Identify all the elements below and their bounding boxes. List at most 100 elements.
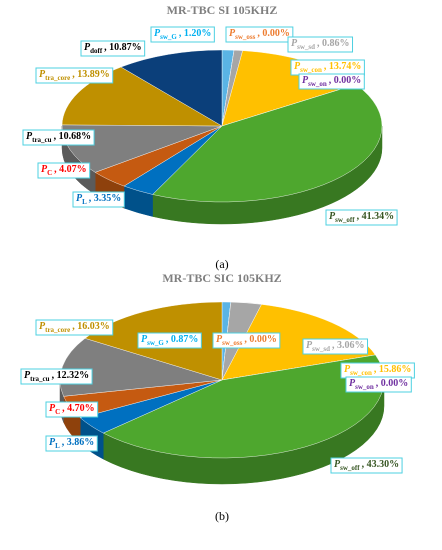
slice-label-text: Pdoff, 10.87% <box>84 42 142 55</box>
pie-slice <box>61 124 223 173</box>
label-subscript: sw_oss <box>235 33 256 41</box>
slice-label-text: Ptra_cu, 10.68% <box>26 131 91 144</box>
slice-label-text: PL, 3.86% <box>49 437 94 450</box>
label-subscript: doff <box>90 47 103 55</box>
slice-label-text: Psw_off, 41.34% <box>329 211 394 224</box>
label-box <box>302 338 369 355</box>
label-box <box>345 376 412 393</box>
label-box <box>225 26 294 43</box>
label-subscript: sw_con <box>300 66 322 74</box>
slice-label-text: Ptra_core, 13.89% <box>39 69 110 82</box>
label-box <box>45 401 99 418</box>
label-symbol: P <box>216 334 223 345</box>
label-subscript: sw_G <box>147 339 164 347</box>
label-symbol: P <box>229 28 236 39</box>
slice-label-text: PC, 4.70% <box>49 403 95 416</box>
label-symbol: P <box>141 334 148 345</box>
slice-label: Pdoff, 10.87% <box>80 40 146 57</box>
slice-label-text: Ptra_cu, 12.32% <box>24 370 89 383</box>
label-box <box>150 26 215 43</box>
value-label: , 13.74% <box>324 61 362 72</box>
label-subscript: tra_core <box>45 326 70 334</box>
label-symbol: P <box>49 403 56 414</box>
slice-label: Psw_G, 1.20% <box>150 26 215 43</box>
label-box <box>72 191 125 208</box>
label-symbol: P <box>39 321 46 332</box>
slice-label: PC, 4.70% <box>45 401 99 418</box>
label-subscript: sw_on <box>308 80 327 88</box>
chart-title: MR-TBC SIC 105KHZ <box>162 271 281 285</box>
value-label: , 0.00% <box>376 378 409 389</box>
caption: (a) <box>215 257 228 271</box>
slice-label-text: Psw_oss, 0.00% <box>216 334 277 347</box>
label-symbol: P <box>49 437 56 448</box>
slice-label: Ptra_core, 16.03% <box>35 319 114 336</box>
value-label: , 12.32% <box>52 370 90 381</box>
pie-slice <box>120 49 223 127</box>
slice-label-text: Psw_oss, 0.00% <box>229 28 290 41</box>
label-symbol: P <box>41 164 48 175</box>
slice-label-text: Psw_con, 15.86% <box>344 364 411 377</box>
label-symbol: P <box>154 28 161 39</box>
slice-label-text: Psw_G, 1.20% <box>154 28 211 41</box>
slice-label-text: PL, 3.35% <box>76 193 121 206</box>
slice-label: Psw_on, 0.00% <box>298 73 365 90</box>
slice-label: Psw_on, 0.00% <box>345 376 412 393</box>
label-box <box>137 332 202 349</box>
slice-label-text: Ptra_core, 16.03% <box>39 321 110 334</box>
value-label: , 4.70% <box>62 403 95 414</box>
value-label: , 13.89% <box>72 69 110 80</box>
chart-title: MR-TBC SI 105KHZ <box>167 3 278 17</box>
label-symbol: P <box>349 378 356 389</box>
label-subscript: sw_on <box>355 383 374 391</box>
value-label: , 3.35% <box>89 193 122 204</box>
label-subscript: tra_core <box>45 74 70 82</box>
label-subscript: C <box>47 169 52 177</box>
slice-label-text: Psw_sd, 3.06% <box>306 340 365 353</box>
label-box <box>22 129 95 146</box>
label-symbol: P <box>302 75 309 86</box>
label-subscript: sw_G <box>160 33 177 41</box>
label-subscript: sw_sd <box>312 345 330 353</box>
slice-label: Psw_con, 13.74% <box>290 59 365 76</box>
label-box <box>35 319 114 336</box>
value-label: , 1.20% <box>179 28 212 39</box>
label-subscript: L <box>55 442 60 450</box>
slice-label: Psw_G, 0.87% <box>137 332 202 349</box>
slice-label: Ptra_cu, 12.32% <box>20 368 93 385</box>
slice-label: Psw_off, 41.34% <box>325 209 398 226</box>
label-symbol: P <box>306 340 313 351</box>
slice-label: Ptra_cu, 10.68% <box>22 129 95 146</box>
label-box <box>298 73 365 90</box>
label-symbol: P <box>84 42 91 53</box>
label-subscript: sw_off <box>340 464 360 472</box>
pie-slice <box>59 338 223 397</box>
caption: (b) <box>215 509 229 523</box>
label-symbol: P <box>24 370 31 381</box>
label-subscript: sw_off <box>335 216 355 224</box>
label-box <box>45 435 98 452</box>
label-box <box>330 457 403 474</box>
slice-label: Psw_sd, 0.86% <box>287 36 354 53</box>
slice-label-text: Psw_on, 0.00% <box>302 75 361 88</box>
label-subscript: L <box>82 198 87 206</box>
pie-tops <box>59 301 385 459</box>
value-label: , 0.00% <box>329 75 362 86</box>
value-label: , 0.00% <box>257 28 290 39</box>
value-label: , 43.30% <box>362 459 400 470</box>
label-symbol: P <box>329 211 336 222</box>
slice-label-text: Psw_sd, 0.86% <box>291 38 350 51</box>
label-subscript: C <box>55 408 60 416</box>
label-box <box>35 67 114 84</box>
label-box <box>325 209 398 226</box>
slice-label-text: PC, 4.07% <box>41 164 87 177</box>
label-subscript: sw_con <box>350 369 372 377</box>
slice-label-text: Psw_off, 43.30% <box>334 459 399 472</box>
slice-label: PL, 3.35% <box>72 191 125 208</box>
slice-label: PC, 4.07% <box>37 162 91 179</box>
value-label: , 0.00% <box>244 334 277 345</box>
value-label: , 10.87% <box>104 42 142 53</box>
label-subscript: tra_cu <box>30 375 50 383</box>
slice-label: Psw_oss, 0.00% <box>212 332 281 349</box>
label-symbol: P <box>294 61 301 72</box>
